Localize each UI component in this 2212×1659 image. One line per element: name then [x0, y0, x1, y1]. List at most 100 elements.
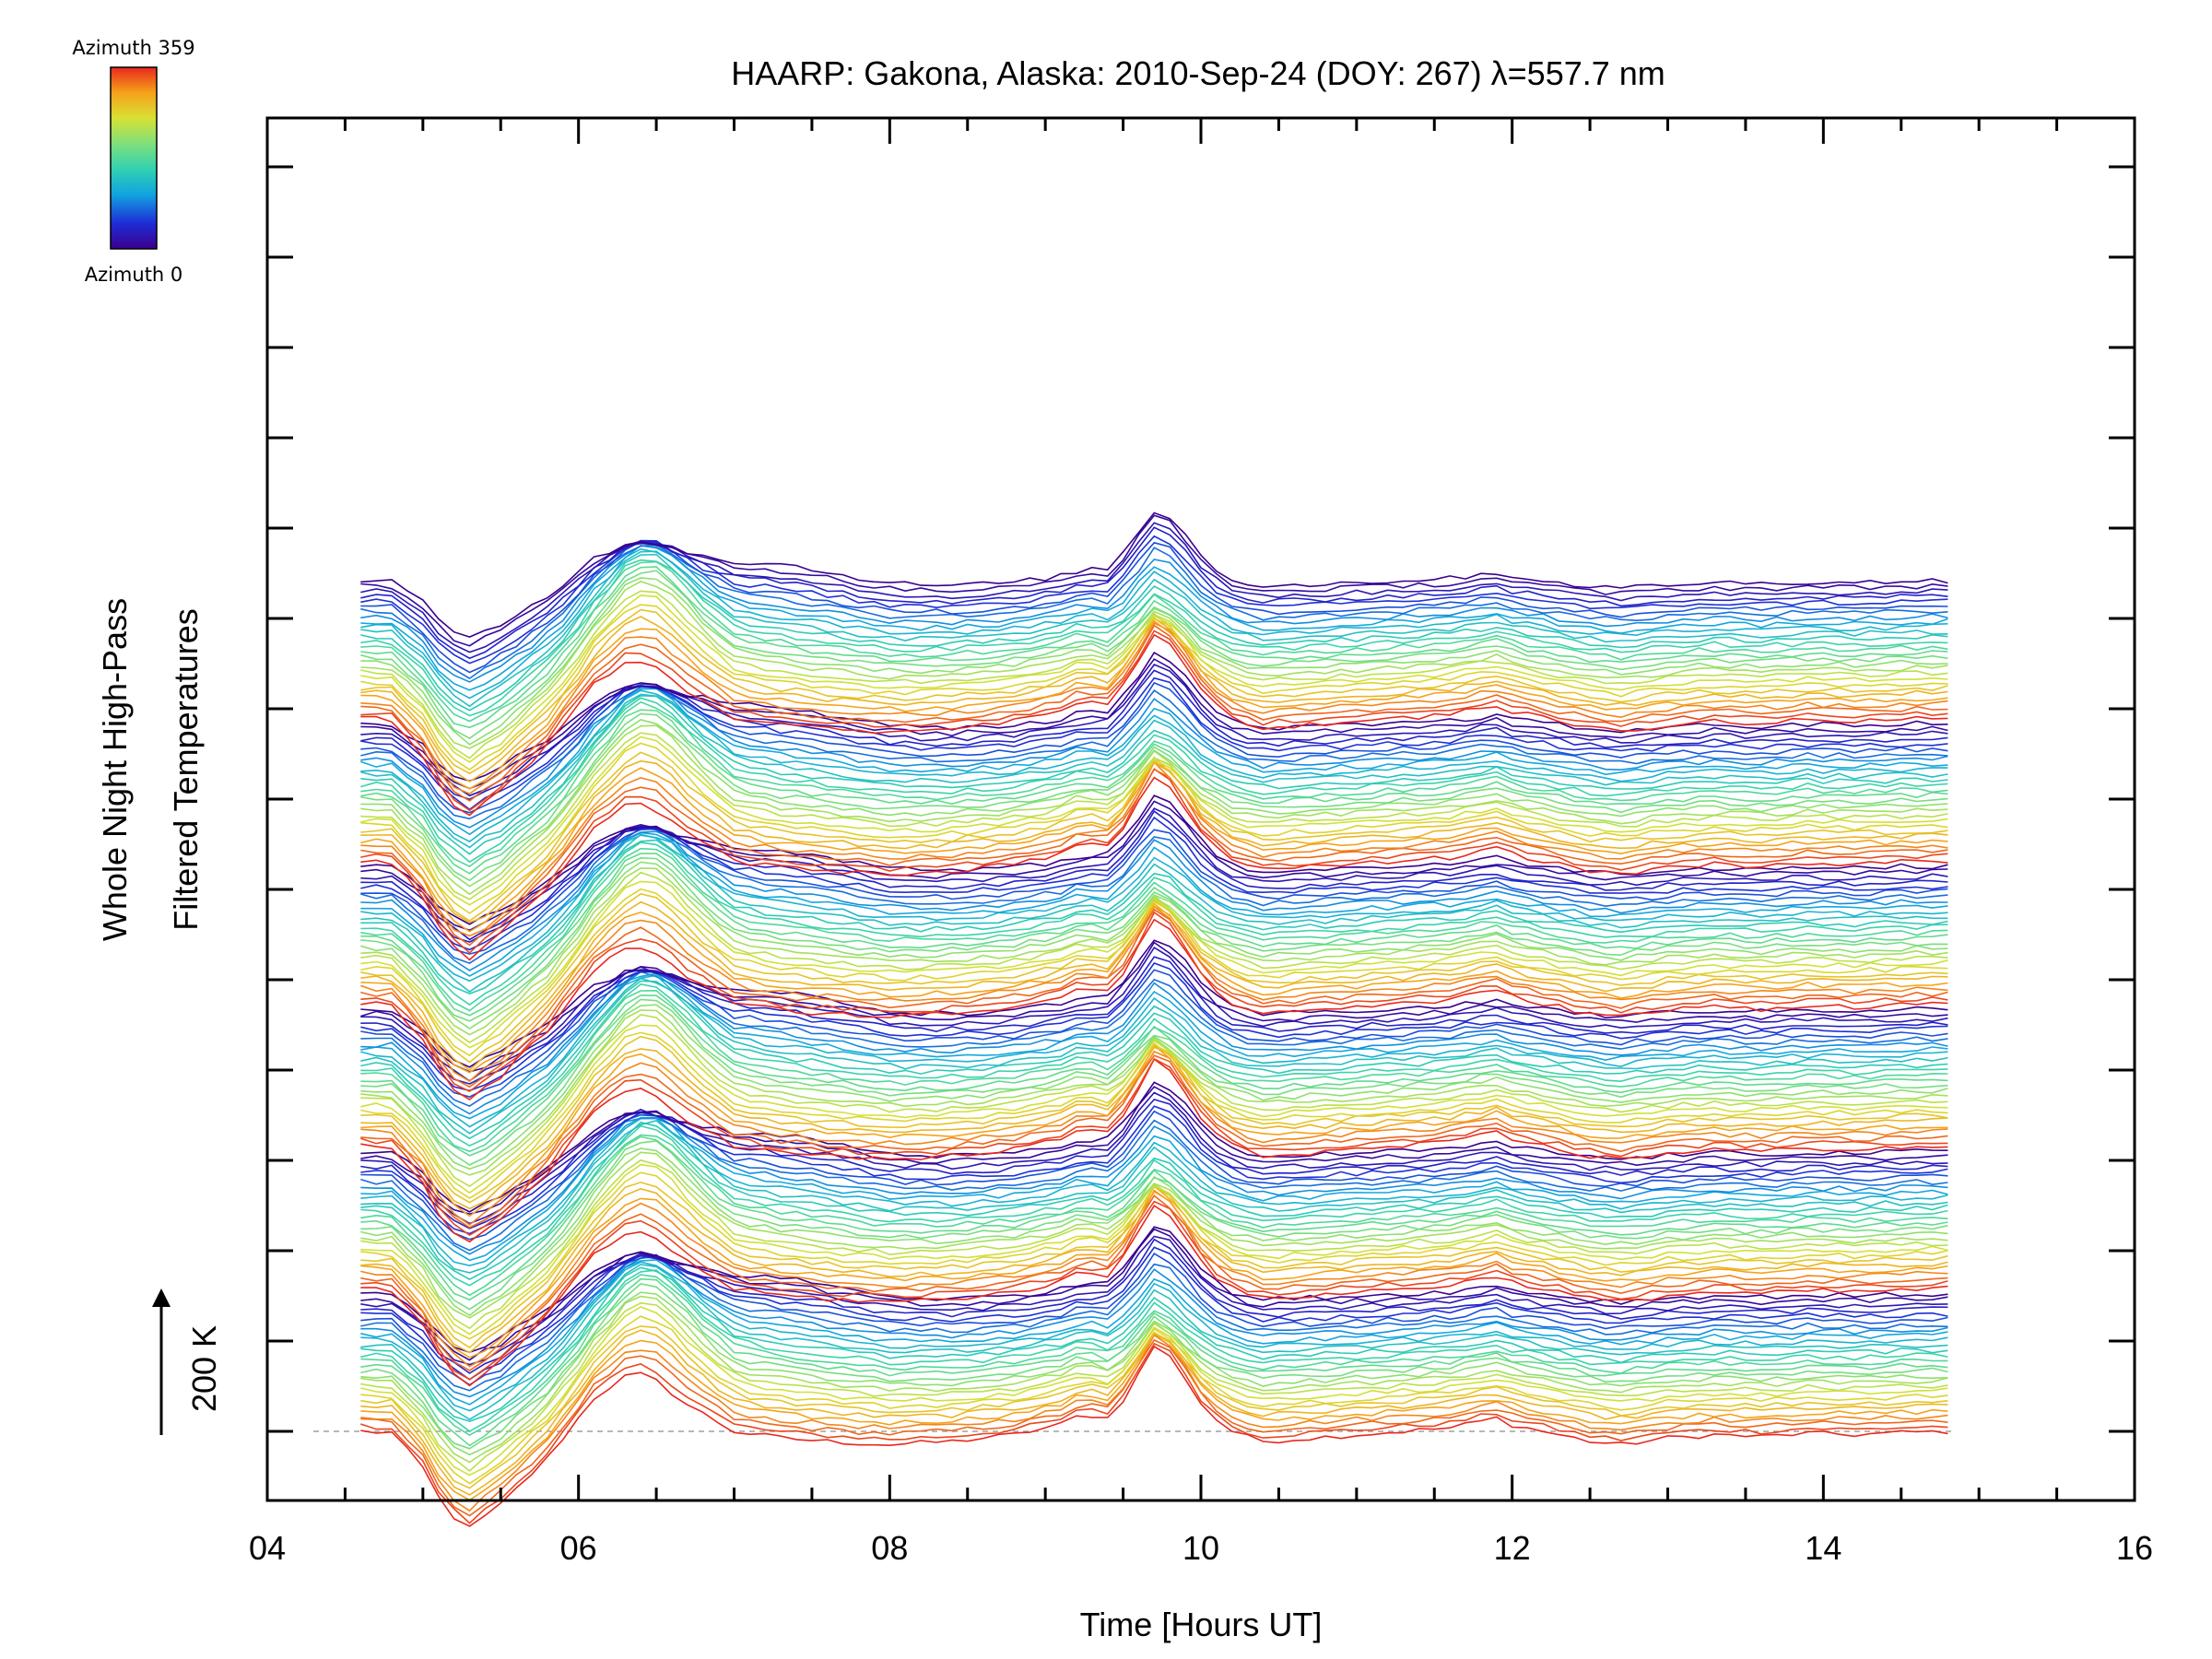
series-line [360, 1204, 1948, 1387]
series-line [360, 983, 1948, 1147]
series-line [360, 830, 1948, 971]
series-line [360, 732, 1948, 900]
series-line [360, 624, 1948, 802]
series-line [360, 1116, 1948, 1262]
series-line [360, 1081, 1948, 1213]
series-line [360, 1140, 1948, 1311]
series-line [360, 1269, 1948, 1432]
series-line [360, 839, 1948, 994]
series-line [360, 686, 1948, 829]
series-line [360, 1098, 1948, 1230]
axis-ticks [265, 118, 2136, 1500]
series-line [360, 581, 1948, 749]
x-tick-label: 14 [1805, 1529, 1841, 1567]
series-line [360, 1261, 1948, 1412]
series-line [360, 577, 1948, 746]
series-line [360, 1091, 1948, 1225]
x-tick-label: 16 [2116, 1529, 2153, 1567]
series-line [360, 908, 1948, 1088]
series-line [360, 594, 1948, 763]
series-line [360, 522, 1948, 653]
series-line [360, 980, 1948, 1140]
x-tick-label: 04 [249, 1529, 286, 1567]
series-line [360, 1191, 1948, 1359]
series-line [360, 1255, 1948, 1398]
series-line [360, 1014, 1948, 1188]
x-tick-label: 06 [560, 1529, 597, 1567]
series-line [360, 892, 1948, 1064]
series-line [360, 794, 1948, 925]
series-line [360, 1189, 1948, 1368]
series-line [360, 971, 1948, 1115]
x-tick-label: 08 [871, 1529, 908, 1567]
series-line [360, 1266, 1948, 1422]
series-line [360, 512, 1948, 638]
series-line [360, 697, 1948, 864]
series-line [360, 1050, 1948, 1227]
series-line [360, 1117, 1948, 1267]
series-line [360, 1200, 1948, 1381]
series-line [360, 686, 1948, 820]
series-line [360, 1105, 1948, 1235]
series-line [360, 544, 1948, 691]
series-line [360, 550, 1948, 708]
series-line [360, 760, 1948, 933]
series-line [360, 768, 1948, 947]
series-line [360, 900, 1948, 1072]
colorbar [110, 66, 158, 250]
y-axis-label-line2: Filtered Temperatures [167, 608, 205, 931]
series-line [360, 1134, 1948, 1297]
series-line [360, 856, 1948, 1022]
chart-title: HAARP: Gakona, Alaska: 2010-Sep-24 (DOY:… [731, 54, 1665, 92]
series-line [360, 941, 1948, 1073]
series-line [360, 1235, 1948, 1366]
series-line [360, 693, 1948, 849]
series-line [360, 1057, 1948, 1237]
series-line [360, 545, 1948, 683]
series-line [360, 566, 1948, 729]
series-line [360, 590, 1948, 759]
series-line [360, 1264, 1948, 1421]
series-line [360, 911, 1948, 1093]
series-line [360, 629, 1948, 812]
series-line [360, 1124, 1948, 1287]
series-line [360, 700, 1948, 868]
series-line [360, 559, 1948, 717]
series-line [360, 1253, 1948, 1386]
scale-bar-label: 200 K [185, 1325, 223, 1412]
series-line [360, 977, 1948, 1135]
series-line [360, 604, 1948, 771]
series-lines [360, 512, 1948, 1527]
series-line [360, 800, 1948, 932]
series-line [360, 861, 1948, 1030]
y-axis-label-line1: Whole Night High-Pass [96, 598, 134, 941]
series-line [360, 841, 1948, 1006]
x-tick-label: 10 [1182, 1529, 1219, 1567]
series-line [360, 998, 1948, 1166]
series-line [360, 1333, 1948, 1501]
series-line [360, 939, 1948, 1068]
scale-bar-arrow-head [152, 1288, 171, 1307]
series-line [360, 1253, 1948, 1392]
series-line [360, 1345, 1948, 1527]
series-line [360, 742, 1948, 914]
series-line [360, 888, 1948, 1057]
series-line [360, 694, 1948, 855]
series-line [360, 619, 1948, 790]
series-line [360, 540, 1948, 674]
series-line [360, 1306, 1948, 1477]
series-line [360, 658, 1948, 790]
series-line [360, 853, 1948, 1017]
series-line [360, 719, 1948, 888]
series-line [360, 1315, 1948, 1485]
series-line [360, 1291, 1948, 1456]
series-line [360, 553, 1948, 712]
series-line [360, 1226, 1948, 1354]
series-line [360, 759, 1948, 924]
series-line [360, 962, 1948, 1092]
plot-frame [265, 116, 2136, 1502]
series-line [360, 847, 1948, 1012]
series-line [360, 833, 1948, 993]
series-line [360, 1325, 1948, 1489]
